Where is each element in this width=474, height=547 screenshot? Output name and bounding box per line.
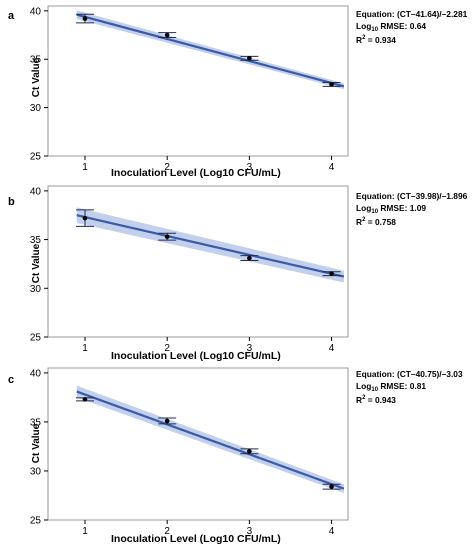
regression-stats: Equation: (CT–41.64)/–2.281 Log10 RMSE: … — [356, 8, 467, 45]
equation-value: (CT–40.75)/–3.03 — [396, 369, 463, 379]
x-tick-label: 1 — [82, 162, 88, 173]
y-tick-label: 40 — [30, 368, 42, 379]
r2-line: R2 = 0.758 — [356, 214, 467, 227]
r2-superscript: 2 — [362, 217, 366, 223]
rmse-value: 1.09 — [409, 203, 427, 213]
equation-value: (CT–41.64)/–2.281 — [396, 9, 468, 19]
y-tick-label: 35 — [30, 235, 42, 246]
fit-line — [76, 390, 345, 490]
x-axis-label: Inoculation Level (Log10 CFU/mL) — [111, 533, 281, 545]
plot-b: 25 30 35 40 1 2 3 4 — [30, 185, 349, 354]
plot-a: 25 30 35 40 1 2 3 4 — [30, 5, 349, 173]
r2-prefix: R — [356, 35, 363, 45]
rmse-value: 0.64 — [409, 21, 427, 31]
data-point — [247, 255, 252, 261]
x-tick-label: 2 — [164, 162, 170, 173]
equation-line: Equation: (CT–41.64)/–2.281 — [356, 8, 467, 20]
y-tick-label: 25 — [30, 516, 42, 527]
regression-stats: Equation: (CT–40.75)/–3.03 Log10 RMSE: 0… — [356, 368, 463, 405]
r2-superscript: 2 — [362, 35, 366, 41]
y-tick-label: 35 — [30, 55, 42, 66]
r2-value: = 0.934 — [367, 35, 396, 45]
panel-c: c 25 30 35 40 1 2 3 4 Ct Value Inoculation Leve… — [0, 364, 474, 547]
data-point — [164, 418, 170, 424]
panel-b: b 25 30 35 40 1 2 3 4 Ct Value Inoculation Leve… — [0, 182, 474, 364]
r2-value: = 0.943 — [367, 395, 396, 405]
fit-line — [76, 214, 345, 278]
y-tick-label: 25 — [30, 333, 42, 344]
x-tick-label: 3 — [247, 162, 253, 173]
x-tick-label: 4 — [329, 343, 335, 354]
rmse-line: Log10 RMSE: 0.64 — [356, 20, 467, 33]
x-tick-label: 3 — [247, 526, 253, 537]
data-point — [329, 82, 334, 87]
r2-superscript: 2 — [362, 395, 366, 401]
y-tick-label: 35 — [30, 417, 42, 428]
y-tick-label: 40 — [30, 6, 42, 17]
r2-line: R2 = 0.934 — [356, 32, 467, 45]
y-tick-label: 30 — [30, 103, 42, 114]
panel-a: a 25 30 35 40 1 2 3 4 Ct Value Inoculation Leve… — [0, 0, 474, 182]
regression-stats: Equation: (CT–39.98)/–1.896 Log10 RMSE: … — [356, 190, 467, 227]
x-tick-label: 4 — [329, 526, 335, 537]
data-point — [329, 271, 334, 276]
rmse-subscript: 10 — [371, 209, 379, 215]
data-point — [247, 449, 252, 454]
y-tick-label: 30 — [30, 284, 42, 295]
rmse-prefix: Log — [356, 381, 372, 391]
data-point — [82, 215, 88, 221]
panel-label: c — [8, 374, 15, 386]
y-axis-label: Ct Value — [31, 243, 43, 284]
data-point — [164, 234, 170, 239]
x-tick-label: 2 — [164, 343, 170, 354]
y-axis-label: Ct Value — [31, 57, 43, 98]
rmse-subscript: 10 — [371, 27, 379, 33]
y-axis-label: Ct Value — [31, 423, 43, 464]
rmse-label: RMSE: — [380, 203, 408, 213]
rmse-subscript: 10 — [371, 387, 379, 393]
y-tick-label: 30 — [30, 466, 42, 477]
r2-prefix: R — [356, 217, 363, 227]
fit-line — [76, 13, 345, 88]
equation-label: Equation: — [356, 369, 395, 379]
y-tick-label: 40 — [30, 186, 42, 197]
data-point — [82, 397, 88, 402]
equation-label: Equation: — [356, 191, 395, 201]
panel-label: b — [8, 196, 15, 208]
plot-frame — [47, 5, 349, 157]
rmse-value: 0.81 — [409, 381, 427, 391]
panel-label: a — [8, 10, 15, 22]
equation-value: (CT–39.98)/–1.896 — [396, 191, 468, 201]
rmse-prefix: Log — [356, 21, 372, 31]
rmse-prefix: Log — [356, 203, 372, 213]
x-tick-label: 1 — [82, 526, 88, 537]
data-point — [82, 16, 88, 21]
x-tick-label: 1 — [82, 343, 88, 354]
r2-value: = 0.758 — [367, 217, 396, 227]
data-point — [329, 484, 334, 489]
plot-c: 25 30 35 40 1 2 3 4 — [30, 367, 349, 537]
rmse-label: RMSE: — [380, 21, 408, 31]
y-tick-label: 25 — [30, 152, 42, 163]
x-axis-label: Inoculation Level (Log10 CFU/mL) — [111, 167, 281, 179]
x-axis-label: Inoculation Level (Log10 CFU/mL) — [111, 350, 281, 362]
r2-prefix: R — [356, 395, 363, 405]
data-point — [164, 32, 170, 38]
equation-line: Equation: (CT–40.75)/–3.03 — [356, 368, 463, 380]
rmse-line: Log10 RMSE: 0.81 — [356, 380, 463, 393]
plot-frame — [47, 367, 349, 521]
r2-line: R2 = 0.943 — [356, 392, 463, 405]
x-tick-label: 3 — [247, 343, 253, 354]
equation-line: Equation: (CT–39.98)/–1.896 — [356, 190, 467, 202]
rmse-line: Log10 RMSE: 1.09 — [356, 202, 467, 215]
x-tick-label: 4 — [329, 162, 335, 173]
equation-label: Equation: — [356, 9, 395, 19]
x-tick-label: 2 — [164, 526, 170, 537]
data-point — [247, 55, 252, 61]
rmse-label: RMSE: — [380, 381, 408, 391]
